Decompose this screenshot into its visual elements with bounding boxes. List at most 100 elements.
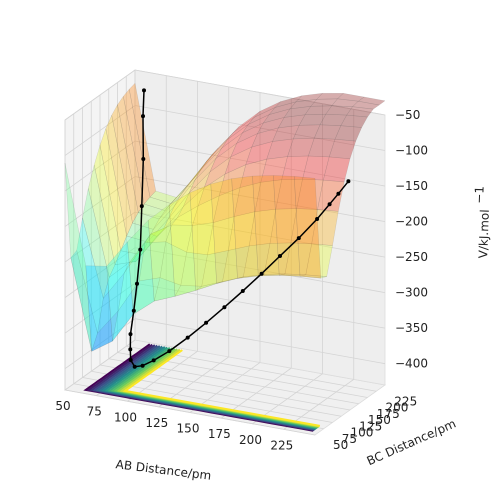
grid-z-left <box>64 140 136 192</box>
surface-patch <box>275 178 303 210</box>
trajectory-point <box>327 202 332 207</box>
contour-projection <box>83 343 321 432</box>
trajectory-point <box>139 204 144 209</box>
surface-patch <box>283 106 312 118</box>
y-tick-label: 225 <box>394 394 417 408</box>
surface-patch <box>97 272 125 334</box>
z-tick-label: −400 <box>395 357 428 371</box>
surface-patch <box>236 122 264 144</box>
surface-patch <box>195 281 223 291</box>
surface-patch <box>153 277 182 302</box>
surface-patch <box>233 182 262 217</box>
surface-patch <box>148 204 176 302</box>
y-tick-label: 100 <box>351 426 374 440</box>
surface-patch <box>323 156 351 183</box>
contour-level <box>122 349 321 427</box>
z-tick-label: −300 <box>395 286 428 300</box>
y-tick-label: 50 <box>333 438 348 452</box>
surface-patch <box>233 111 261 133</box>
surface-patch <box>213 187 241 223</box>
trajectory-point <box>138 247 143 252</box>
surface-patch <box>103 261 131 299</box>
surface-patch <box>316 92 344 100</box>
surface-patch <box>99 127 127 252</box>
surface-patch <box>304 105 333 116</box>
surface-patch <box>241 114 270 134</box>
surface-patch <box>153 195 181 230</box>
grid-z-back <box>134 318 386 365</box>
grid-z-back <box>134 176 386 222</box>
trajectory-point <box>151 358 156 363</box>
surface-patch <box>248 107 276 125</box>
z-tick-label: −100 <box>395 144 428 158</box>
trajectory-point <box>128 332 133 337</box>
surface-patch <box>237 274 265 279</box>
surface-patch <box>88 165 116 279</box>
surface-patch <box>313 124 342 140</box>
grid-z-left <box>64 105 136 156</box>
surface-patch <box>180 251 208 287</box>
surface-patch <box>82 188 110 300</box>
trajectory-point <box>128 347 133 352</box>
surface-patch <box>248 208 277 247</box>
surface-patch <box>212 126 240 155</box>
y-tick-label: 200 <box>386 401 409 415</box>
surface-patch <box>281 155 309 180</box>
surface-patch <box>164 180 192 211</box>
surface-patch <box>192 195 220 226</box>
surface-patch <box>279 273 306 277</box>
y-tick-label: 150 <box>368 413 391 427</box>
surface-patch <box>206 132 234 162</box>
trajectory-point <box>140 363 145 368</box>
trajectory-point <box>336 191 341 196</box>
x-tick-label: 100 <box>114 410 137 424</box>
x-tick-label: 75 <box>87 405 102 419</box>
surface-patch <box>105 114 133 237</box>
surface-patch <box>141 218 169 255</box>
grid-z-left <box>64 318 136 370</box>
surface-patch <box>292 124 321 140</box>
trajectory-point <box>204 320 209 325</box>
surface-patch <box>147 206 175 243</box>
trajectory-point <box>167 349 172 354</box>
trajectory-point <box>296 236 301 241</box>
surface-patch <box>109 261 136 278</box>
trajectory-point <box>346 179 351 184</box>
surface-patch <box>185 153 213 188</box>
surface-patch <box>251 127 279 148</box>
surface-patch <box>159 241 187 286</box>
surface-patch <box>289 99 318 110</box>
surface-patch <box>299 274 327 279</box>
surface-patch <box>91 310 119 352</box>
x-tick-label: 125 <box>145 416 168 430</box>
surface-patch <box>218 164 247 197</box>
surface-patch <box>254 179 282 212</box>
trajectory-point <box>222 305 227 310</box>
surface-patch <box>325 105 353 116</box>
surface-patch <box>149 190 178 204</box>
x-axis-label: AB Distance/pm <box>115 457 212 483</box>
surface-patch <box>129 233 158 263</box>
surface-patch <box>168 192 197 297</box>
trajectory-series <box>128 88 351 369</box>
surface-patch <box>138 241 167 282</box>
x-tick-label: 150 <box>177 422 200 436</box>
surface-patch <box>114 250 143 265</box>
x-tick-label: 175 <box>208 427 231 441</box>
surface-patch <box>239 158 267 188</box>
surface-patch <box>165 224 193 253</box>
surface-patch <box>222 245 250 282</box>
surface-patch <box>273 175 301 277</box>
surface-patch <box>176 187 205 219</box>
surface-patch <box>340 114 368 128</box>
surface-patch <box>215 132 243 159</box>
y-tick-label: 175 <box>377 407 400 421</box>
grid-lines <box>64 69 386 436</box>
trajectory-point <box>278 254 282 258</box>
surface-patch <box>159 187 186 220</box>
z-axis-label-group: V/kJ.mol −1 <box>472 186 492 259</box>
trajectory-point <box>135 281 139 286</box>
grid-z-back <box>134 211 386 258</box>
trajectory-point <box>142 88 146 93</box>
